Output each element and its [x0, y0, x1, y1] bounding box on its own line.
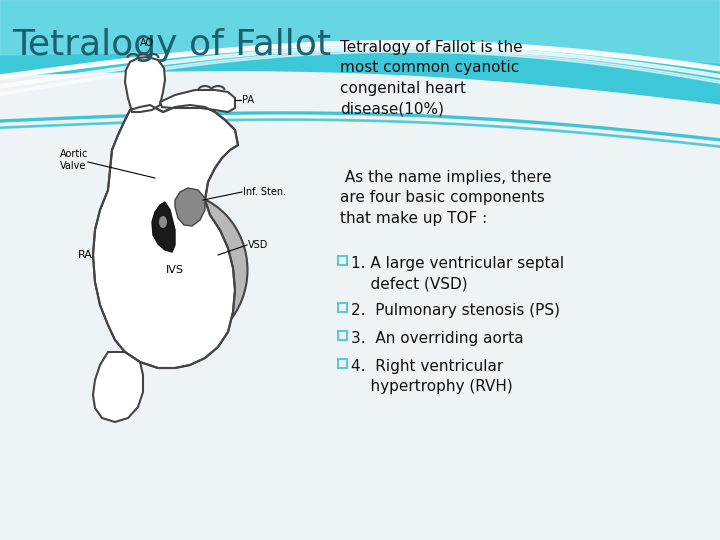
Polygon shape	[93, 352, 143, 422]
Text: PA: PA	[242, 95, 254, 105]
Text: 4.  Right ventricular
    hypertrophy (RVH): 4. Right ventricular hypertrophy (RVH)	[351, 359, 513, 394]
Text: 1. A large ventricular septal
    defect (VSD): 1. A large ventricular septal defect (VS…	[351, 256, 564, 292]
Polygon shape	[0, 70, 720, 540]
Ellipse shape	[131, 220, 219, 320]
Ellipse shape	[102, 192, 248, 348]
Text: Tetralogy of Fallot is the
most common cyanotic
congenital heart
disease(10%): Tetralogy of Fallot is the most common c…	[340, 40, 523, 116]
Polygon shape	[0, 50, 720, 96]
Polygon shape	[160, 90, 235, 112]
Ellipse shape	[159, 216, 167, 228]
Text: RA: RA	[78, 250, 92, 260]
Text: 2.  Pulmonary stenosis (PS): 2. Pulmonary stenosis (PS)	[351, 303, 560, 318]
Polygon shape	[0, 0, 720, 63]
Text: VSD: VSD	[248, 240, 269, 250]
Text: Inf. Sten.: Inf. Sten.	[243, 187, 286, 197]
Polygon shape	[0, 0, 720, 104]
Polygon shape	[0, 119, 720, 147]
Polygon shape	[152, 202, 175, 252]
Polygon shape	[0, 40, 720, 79]
Polygon shape	[0, 46, 720, 88]
Text: IVS: IVS	[166, 265, 184, 275]
Text: AO: AO	[140, 38, 154, 48]
Polygon shape	[0, 112, 720, 141]
Polygon shape	[93, 105, 238, 368]
Polygon shape	[125, 57, 165, 112]
Text: As the name implies, there
are four basic components
that make up TOF :: As the name implies, there are four basi…	[340, 170, 552, 226]
Text: Aortic
Valve: Aortic Valve	[60, 149, 89, 171]
Text: 3.  An overriding aorta: 3. An overriding aorta	[351, 331, 523, 346]
Text: Tetralogy of Fallot: Tetralogy of Fallot	[12, 28, 331, 62]
Polygon shape	[175, 188, 205, 226]
